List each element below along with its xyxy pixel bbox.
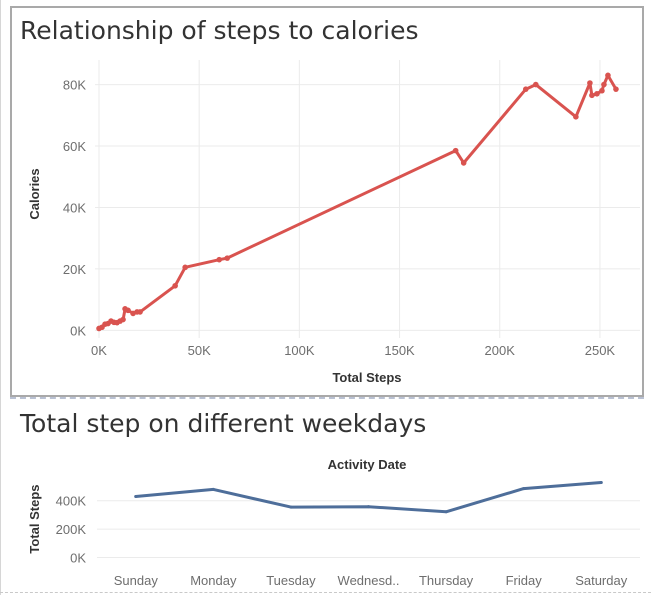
data-point <box>120 316 126 323</box>
x-tick-label: 150K <box>384 343 415 358</box>
y-tick-label: 20K <box>63 262 86 277</box>
x-category-label: Friday <box>506 573 543 588</box>
data-point <box>533 81 539 88</box>
y-tick-label: 60K <box>63 139 86 154</box>
y-axis-title: Calories <box>27 168 42 219</box>
x-tick-label: 250K <box>585 343 616 358</box>
x-axis-title: Total Steps <box>332 370 401 385</box>
steps-calories-chart[interactable]: 0K 20K 40K 60K 80K 0K 50K 100K 150K 200K 250K Total… <box>0 0 651 400</box>
data-point <box>452 147 459 154</box>
data-point <box>182 264 188 271</box>
data-point <box>289 505 293 509</box>
y-tick-label: 0K <box>70 550 86 565</box>
data-point <box>589 92 595 99</box>
x-tick-label: 50K <box>188 343 211 358</box>
chart-title-steps-calories: Relationship of steps to calories <box>20 16 419 45</box>
x-category-label: Tuesday <box>266 573 316 588</box>
x-category-label: Thursday <box>419 573 474 588</box>
x-axis-title: Activity Date <box>328 457 407 472</box>
panel-bottom-border <box>0 592 651 593</box>
data-point <box>216 256 223 263</box>
panel-separator <box>10 397 644 399</box>
x-category-label: Saturday <box>575 573 628 588</box>
data-point <box>594 90 600 97</box>
data-point <box>211 487 215 491</box>
data-point <box>605 72 611 79</box>
y-axis-title: Total Steps <box>27 484 42 553</box>
data-point <box>367 505 370 509</box>
data-point <box>224 255 231 261</box>
data-point <box>444 510 448 514</box>
data-point <box>134 494 138 498</box>
x-tick-label: 200K <box>485 343 516 358</box>
y-tick-label: 400K <box>56 494 87 509</box>
data-point <box>613 86 619 92</box>
data-point <box>599 481 603 485</box>
y-tick-label: 80K <box>63 78 86 93</box>
data-point <box>522 86 529 92</box>
data-point <box>573 114 579 120</box>
window-left-edge <box>0 0 1 595</box>
data-point <box>125 307 131 314</box>
x-tick-label: 0K <box>91 343 107 358</box>
y-tick-label: 200K <box>56 522 87 537</box>
x-category-label: Monday <box>190 573 237 588</box>
chart-title-weekday-steps: Total step on different weekdays <box>20 409 427 438</box>
x-category-label: Wednesd.. <box>338 573 400 588</box>
data-point <box>522 487 526 491</box>
data-point <box>599 87 605 94</box>
data-point <box>460 160 467 166</box>
y-tick-label: 40K <box>63 200 86 215</box>
x-tick-label: 100K <box>284 343 315 358</box>
data-point <box>587 80 593 86</box>
y-tick-label: 0K <box>70 323 86 338</box>
data-point <box>601 81 607 88</box>
data-point <box>172 282 178 289</box>
chart-panel-steps-calories[interactable] <box>10 6 644 397</box>
x-category-label: Sunday <box>114 573 159 588</box>
data-point <box>137 309 143 315</box>
